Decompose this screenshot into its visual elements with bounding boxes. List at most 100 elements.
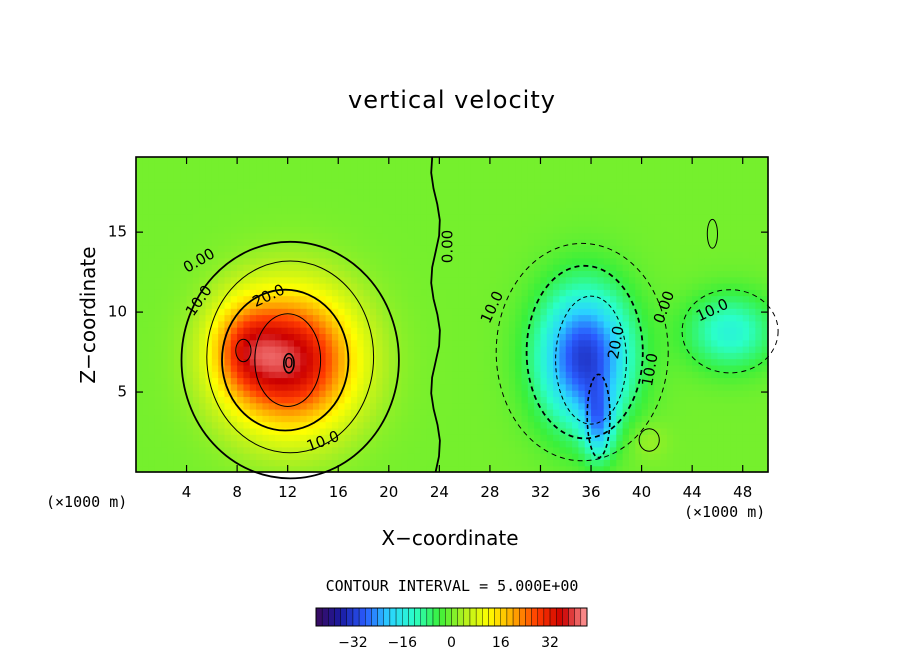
heatmap-cell <box>496 327 504 334</box>
heatmap-cell <box>616 314 624 322</box>
heatmap-cell <box>262 301 270 309</box>
heatmap-cell <box>199 276 207 284</box>
heatmap-cell <box>388 245 396 253</box>
heatmap-cell <box>218 226 226 234</box>
heatmap-cell <box>685 232 693 240</box>
heatmap-cell <box>312 434 320 442</box>
heatmap-cell <box>546 377 554 385</box>
heatmap-cell <box>199 201 207 208</box>
heatmap-cell <box>224 421 232 429</box>
heatmap-cell <box>489 157 497 164</box>
heatmap-cell <box>325 188 333 196</box>
heatmap-cell <box>489 434 497 442</box>
heatmap-cell <box>136 276 143 284</box>
heatmap-cell <box>312 427 320 435</box>
heatmap-cell <box>502 465 510 473</box>
heatmap-cell <box>458 201 466 208</box>
heatmap-cell <box>186 270 194 278</box>
heatmap-cell <box>711 352 719 360</box>
heatmap-cell <box>534 182 542 190</box>
heatmap-cell <box>521 201 529 208</box>
heatmap-cell <box>262 257 270 265</box>
heatmap-cell <box>180 182 188 190</box>
heatmap-cell <box>407 308 415 316</box>
heatmap-cell <box>414 188 421 196</box>
heatmap-cell <box>610 446 617 454</box>
heatmap-cell <box>527 213 535 221</box>
heatmap-cell <box>369 459 377 467</box>
heatmap-cell <box>692 346 700 353</box>
heatmap-cell <box>136 440 143 448</box>
heatmap-cell <box>698 415 706 423</box>
heatmap-cell <box>679 213 687 221</box>
heatmap-cell <box>458 283 466 290</box>
heatmap-cell <box>281 163 289 171</box>
heatmap-cell <box>603 377 611 385</box>
heatmap-cell <box>515 446 523 454</box>
heatmap-cell <box>325 295 333 303</box>
heatmap-cell <box>483 245 491 253</box>
heatmap-cell <box>483 440 491 448</box>
heatmap-cell <box>211 327 219 334</box>
heatmap-cell <box>369 207 377 215</box>
heatmap-cell <box>723 364 731 372</box>
heatmap-cell <box>452 409 459 416</box>
heatmap-cell <box>439 421 447 429</box>
heatmap-cell <box>218 194 226 202</box>
heatmap-cell <box>230 201 238 208</box>
heatmap-cell <box>603 289 611 297</box>
heatmap-cell <box>742 245 750 253</box>
heatmap-cell <box>331 446 339 454</box>
heatmap-cell <box>704 226 712 234</box>
heatmap-cell <box>275 333 282 341</box>
heatmap-cell <box>641 371 649 379</box>
heatmap-cell <box>154 169 162 177</box>
heatmap-cell <box>420 434 428 442</box>
heatmap-cell <box>142 283 150 290</box>
heatmap-cell <box>199 459 207 467</box>
heatmap-cell <box>230 446 238 454</box>
heatmap-cell <box>167 346 175 353</box>
heatmap-cell <box>426 440 434 448</box>
heatmap-cell <box>275 364 282 372</box>
heatmap-cell <box>357 371 365 379</box>
heatmap-cell <box>610 409 617 416</box>
heatmap-cell <box>388 182 396 190</box>
heatmap-cell <box>420 201 428 208</box>
heatmap-cell <box>559 276 567 284</box>
heatmap-cell <box>376 364 384 372</box>
heatmap-cell <box>591 194 598 202</box>
heatmap-cell <box>717 169 725 177</box>
heatmap-cell <box>755 339 763 347</box>
heatmap-cell <box>559 201 567 208</box>
heatmap-cell <box>230 226 238 234</box>
heatmap-cell <box>666 163 674 171</box>
heatmap-cell <box>679 169 687 177</box>
heatmap-cell <box>521 427 529 435</box>
heatmap-cell <box>344 339 352 347</box>
heatmap-cell <box>382 283 390 290</box>
heatmap-cell <box>559 213 567 221</box>
heatmap-cell <box>660 320 668 328</box>
heatmap-cell <box>275 264 282 271</box>
heatmap-cell <box>287 396 295 404</box>
heatmap-cell <box>350 383 358 391</box>
heatmap-cell <box>243 220 251 227</box>
heatmap-cell <box>369 333 377 341</box>
heatmap-cell <box>622 276 630 284</box>
heatmap-cell <box>199 371 207 379</box>
heatmap-cell <box>635 415 643 423</box>
heatmap-cell <box>414 409 421 416</box>
heatmap-cell <box>142 415 150 423</box>
heatmap-cell <box>603 182 611 190</box>
heatmap-cell <box>256 352 263 360</box>
chart-title: vertical velocity <box>348 86 556 114</box>
heatmap-cell <box>654 409 662 416</box>
heatmap-cell <box>755 459 763 467</box>
heatmap-cell <box>546 320 554 328</box>
heatmap-cell <box>660 157 668 164</box>
heatmap-cell <box>742 327 750 334</box>
heatmap-cell <box>452 333 459 341</box>
heatmap-cell <box>521 459 529 467</box>
heatmap-cell <box>205 320 213 328</box>
